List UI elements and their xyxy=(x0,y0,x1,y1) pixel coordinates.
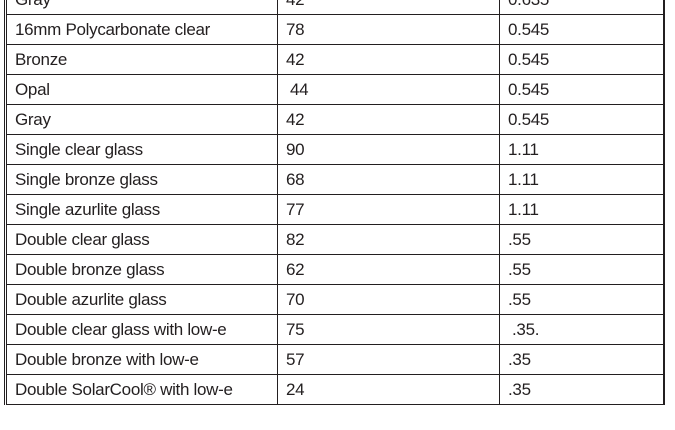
table-row: 16mm Polycarbonate clear 78 0.545 xyxy=(5,14,665,45)
table-row: Single azurlite glass 77 1.11 xyxy=(5,194,665,225)
coefficient-cell: .55 xyxy=(499,224,665,255)
table-row: Double clear glass 82.55 xyxy=(5,224,665,255)
value-cell: 78 xyxy=(277,14,500,45)
coefficient-cell: .35 xyxy=(499,344,665,375)
value-cell: 75 xyxy=(277,314,500,345)
table-row: Single clear glass 90 1.11 xyxy=(5,134,665,165)
value-cell: 44 xyxy=(277,74,500,105)
table-row: Double bronze glass 62.55 xyxy=(5,254,665,285)
coefficient-cell: 1.11 xyxy=(499,164,665,195)
table-row: Double azurlite glass 70.55 xyxy=(5,284,665,315)
coefficient-cell: 0.545 xyxy=(499,44,665,75)
coefficient-cell: .35. xyxy=(499,314,665,345)
coefficient-cell: .55 xyxy=(499,254,665,285)
material-cell: 16mm Polycarbonate clear xyxy=(5,14,278,45)
value-cell: 42 xyxy=(277,44,500,75)
table-row: Bronze 42 0.545 xyxy=(5,44,665,75)
material-cell: Opal xyxy=(5,74,278,105)
table-row: Double bronze with low-e 57.35 xyxy=(5,344,665,375)
coefficient-cell: 0.545 xyxy=(499,14,665,45)
coefficient-cell: 1.11 xyxy=(499,134,665,165)
table-row: Opal 44 0.545 xyxy=(5,74,665,105)
value-cell: 82 xyxy=(277,224,500,255)
coefficient-cell: 0.635 xyxy=(499,0,665,15)
material-cell: Double clear glass xyxy=(5,224,278,255)
material-cell: Bronze xyxy=(5,44,278,75)
value-cell: 24 xyxy=(277,374,500,405)
material-cell: Single clear glass xyxy=(5,134,278,165)
coefficient-cell: .55 xyxy=(499,284,665,315)
table-row: Double SolarCool® with low-e 24.35 xyxy=(5,374,665,405)
material-cell: Double azurlite glass xyxy=(5,284,278,315)
value-cell: 68 xyxy=(277,164,500,195)
table-row: Double clear glass with low-e 75.35. xyxy=(5,314,665,345)
coefficient-cell: .35 xyxy=(499,374,665,405)
material-cell: Double bronze glass xyxy=(5,254,278,285)
table-row: Gray 42 0.545 xyxy=(5,104,665,135)
coefficient-cell: 0.545 xyxy=(499,104,665,135)
value-cell: 90 xyxy=(277,134,500,165)
material-cell: Double clear glass with low-e xyxy=(5,314,278,345)
coefficient-cell: 1.11 xyxy=(499,194,665,225)
value-cell: 57 xyxy=(277,344,500,375)
value-cell: 77 xyxy=(277,194,500,225)
material-cell: Gray xyxy=(5,104,278,135)
material-cell: Double SolarCool® with low-e xyxy=(5,374,278,405)
material-cell: Single bronze glass xyxy=(5,164,278,195)
material-cell: Double bronze with low-e xyxy=(5,344,278,375)
table-row: Single bronze glass 68 1.11 xyxy=(5,164,665,195)
value-cell: 42 xyxy=(277,104,500,135)
material-cell: Single azurlite glass xyxy=(5,194,278,225)
value-cell: 70 xyxy=(277,284,500,315)
coefficient-cell: 0.545 xyxy=(499,74,665,105)
material-cell: Gray xyxy=(5,0,278,15)
value-cell: 42 xyxy=(277,0,500,15)
value-cell: 62 xyxy=(277,254,500,285)
